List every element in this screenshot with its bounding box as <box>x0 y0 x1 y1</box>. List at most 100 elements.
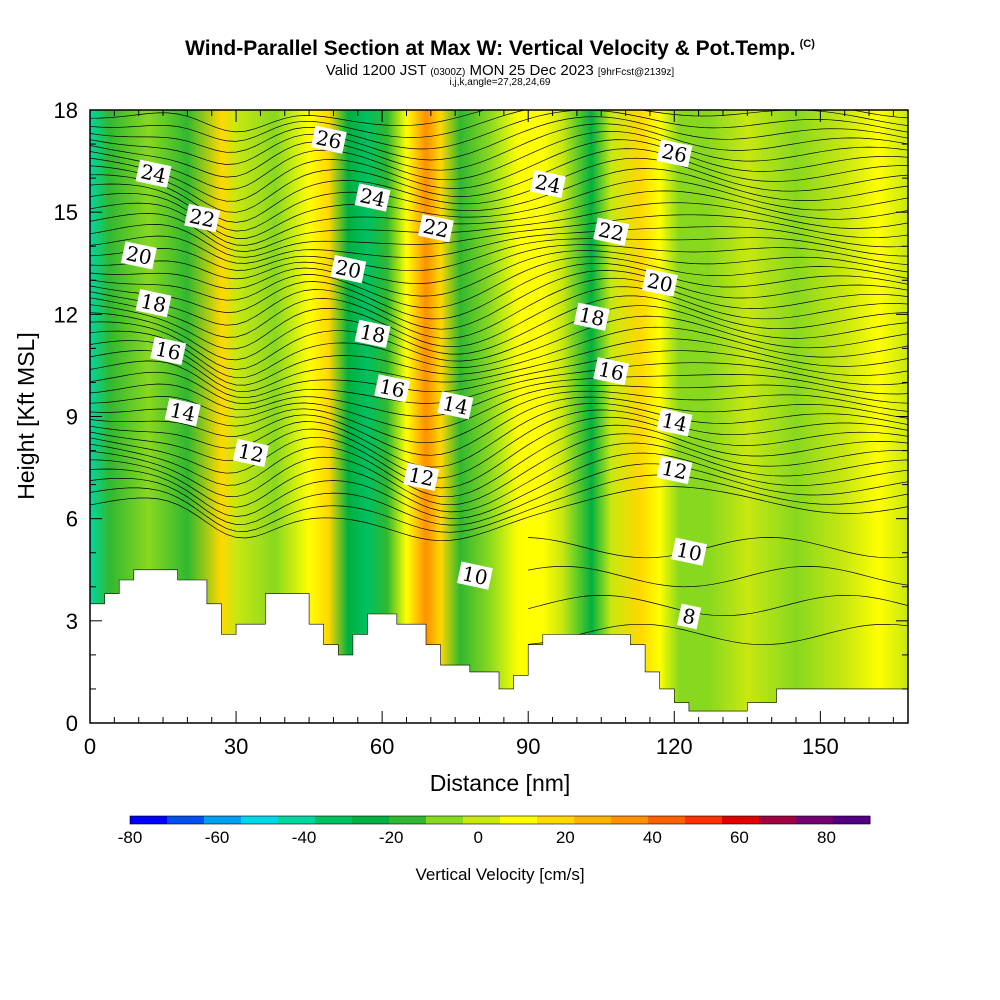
theta-label-text: 26 <box>314 125 344 154</box>
theta-label-box <box>593 217 630 246</box>
theta-label-box <box>656 408 693 437</box>
theta-label: 22 <box>417 214 454 243</box>
vertical-velocity-field <box>90 110 908 723</box>
theta-label: 18 <box>573 302 610 331</box>
theta-label-text: 10 <box>460 561 490 590</box>
y-tick-label: 9 <box>66 405 78 430</box>
theta-label: 10 <box>671 537 708 566</box>
colorbar-swatch <box>648 816 686 824</box>
isentrope-line <box>90 305 908 370</box>
colorbar-swatch <box>389 816 427 824</box>
theta-label-box <box>437 391 474 420</box>
theta-label-box <box>310 125 347 154</box>
colorbar-swatch <box>426 816 464 824</box>
chart-subtitle: Valid 1200 JST (0300Z) MON 25 Dec 2023 [… <box>0 62 1000 79</box>
isentrope-line <box>90 277 908 339</box>
isentrope-line <box>90 139 908 202</box>
chart-title: Wind-Parallel Section at Max W: Vertical… <box>0 37 1000 61</box>
theta-label: 26 <box>310 125 347 154</box>
theta-label-text: 20 <box>645 268 675 297</box>
isentrope-line <box>90 179 908 239</box>
theta-label: 24 <box>135 159 172 188</box>
isentrope-line <box>90 244 908 284</box>
theta-label: 18 <box>354 319 391 348</box>
theta-label: 12 <box>232 439 269 468</box>
isentrope-line <box>90 256 908 309</box>
theta-label-text: 20 <box>333 255 363 284</box>
isentrope-line <box>90 452 908 519</box>
theta-label-box <box>135 159 172 188</box>
copyright-mark: (C) <box>799 38 815 50</box>
colorbar-tick-label: 40 <box>643 828 662 847</box>
isentrope-line <box>90 202 908 252</box>
terrain-profile <box>90 569 908 723</box>
valid-utc: (0300Z) <box>430 67 466 78</box>
theta-label-text: 22 <box>421 214 451 243</box>
theta-label-text: 24 <box>139 159 169 188</box>
isentrope-line <box>90 168 908 232</box>
theta-label: 14 <box>437 391 474 420</box>
theta-label: 14 <box>164 398 201 427</box>
plot-area <box>90 110 908 723</box>
x-tick-label: 150 <box>802 734 839 759</box>
potential-temperature-labels: 26 26 24 24 24 22 22 22 20 20 20 18 18 18 16 16 16 14 14 14… <box>120 125 708 629</box>
theta-label: 26 <box>656 139 693 168</box>
isentrope-line <box>528 566 908 588</box>
isentrope-line <box>90 362 908 404</box>
theta-label-box <box>354 319 391 348</box>
isentrope-line <box>90 315 908 379</box>
colorbar-swatch <box>463 816 501 824</box>
isentrope-line <box>90 148 908 213</box>
colorbar-tick-label: 60 <box>730 828 749 847</box>
colorbar-swatch <box>722 816 760 824</box>
colorbar-swatch <box>833 816 871 824</box>
x-tick-label: 60 <box>370 734 394 759</box>
theta-label: 20 <box>641 268 678 297</box>
valid-suffix: MON 25 Dec 2023 <box>469 62 594 79</box>
theta-label-box <box>656 139 693 168</box>
theta-label-text: 20 <box>124 241 154 270</box>
theta-label-text: 12 <box>236 439 266 468</box>
colorbar-swatch <box>611 816 649 824</box>
colorbar-frame <box>129 815 871 825</box>
colorbar-tick-label: -20 <box>379 828 404 847</box>
colorbar: -80 -60 -40 -20 0 20 40 60 80 <box>118 815 871 847</box>
theta-label-box <box>135 289 172 318</box>
y-tick-label: 18 <box>54 98 78 123</box>
theta-label-text: 16 <box>377 374 407 403</box>
theta-label-text: 14 <box>440 391 470 420</box>
colorbar-swatch <box>352 816 390 824</box>
isentrope-line <box>90 442 908 513</box>
colorbar-tick-label: 0 <box>473 828 482 847</box>
isentrope-line <box>528 623 908 646</box>
colorbar-swatch <box>130 816 168 824</box>
isentrope-line <box>90 402 908 468</box>
chart-title-text: Wind-Parallel Section at Max W: Vertical… <box>185 37 796 60</box>
theta-label-text: 26 <box>660 139 690 168</box>
y-tick-label: 6 <box>66 507 78 532</box>
index-line: i,j,k,angle=27,28,24,69 <box>449 77 551 88</box>
colorbar-swatch <box>500 816 538 824</box>
theta-label: 8 <box>677 603 702 629</box>
isentrope-line <box>90 384 908 431</box>
theta-label-text: 8 <box>680 603 697 629</box>
isentrope-lines <box>90 110 908 646</box>
theta-label-text: 22 <box>596 217 626 246</box>
theta-label: 22 <box>593 217 630 246</box>
isentrope-line <box>90 157 908 223</box>
isentrope-line <box>90 350 908 399</box>
isentrope-line <box>90 424 908 498</box>
theta-label-box <box>529 169 566 199</box>
theta-label-box <box>403 462 440 491</box>
theta-label-box <box>641 268 678 297</box>
theta-label-box <box>150 336 187 365</box>
y-tick-label: 12 <box>54 302 78 327</box>
isentrope-line <box>90 390 908 444</box>
isentrope-line <box>90 110 908 153</box>
isentrope-line <box>90 131 908 190</box>
theta-label: 12 <box>656 456 693 484</box>
theta-label-box <box>164 398 201 427</box>
isentrope-line <box>90 486 908 542</box>
colorbar-tick-label: -80 <box>118 828 143 847</box>
